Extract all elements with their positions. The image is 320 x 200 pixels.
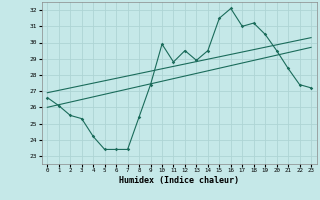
X-axis label: Humidex (Indice chaleur): Humidex (Indice chaleur) [119,176,239,185]
